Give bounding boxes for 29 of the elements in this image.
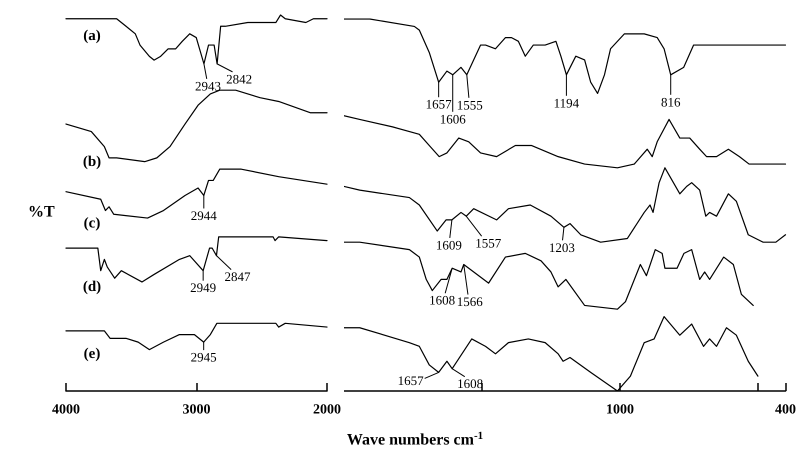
annotation: 816 <box>660 94 681 110</box>
x-tick-label: 3000 <box>182 402 210 418</box>
annotation: 1557 <box>475 236 502 251</box>
annotation: 1657 <box>426 96 452 112</box>
annotation: 2944 <box>190 208 218 223</box>
annotation: 2945 <box>190 350 217 365</box>
series-label: (e) <box>84 346 100 362</box>
annotation: 1608 <box>429 292 456 308</box>
annotation: 1609 <box>436 237 462 252</box>
series-label: (a) <box>83 28 101 44</box>
series-label: (c) <box>84 216 100 232</box>
series-label: (b) <box>82 154 102 170</box>
annotation: 2842 <box>226 71 252 86</box>
annotation: 2949 <box>190 280 216 296</box>
annotation: 1566 <box>456 294 484 310</box>
annotation: 1194 <box>554 95 580 110</box>
series-label: (d) <box>82 279 102 296</box>
annotation: 1606 <box>440 111 466 126</box>
annotation: 1608 <box>457 376 484 392</box>
x-tick-label: 400 <box>775 402 796 418</box>
annotation: 1555 <box>456 97 483 112</box>
x-tick-label: 1000 <box>606 402 634 418</box>
annotation: 2847 <box>224 269 251 284</box>
annotation: 1203 <box>548 240 575 255</box>
y-axis-title: %T <box>28 204 55 220</box>
x-tick-label: 4000 <box>52 402 80 418</box>
annotation: 1657 <box>398 372 424 388</box>
annotation: 2943 <box>194 78 221 94</box>
x-tick-label: 2000 <box>313 402 341 418</box>
